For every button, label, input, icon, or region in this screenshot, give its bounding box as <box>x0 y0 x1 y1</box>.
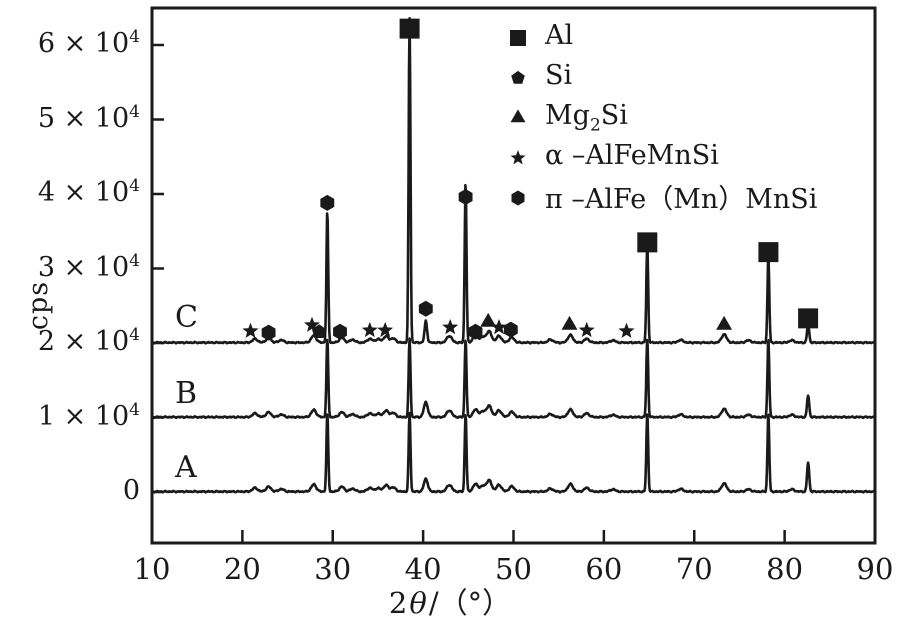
legend-item-si: Si <box>505 58 817 98</box>
phase-marker-hexagon <box>468 323 483 340</box>
si-pentagon-icon <box>511 70 525 84</box>
phase-marker-triangle <box>561 315 578 330</box>
legend-label-mg2si: Mg2Si <box>545 100 628 136</box>
y-tick-label: 2 × 104 <box>37 325 140 357</box>
x-tick-label: 90 <box>856 552 894 586</box>
phase-marker-star <box>304 316 320 332</box>
legend: Al Si Mg2Si α –AlFeMnSi π –AlFe（Mn）MnSi <box>505 18 817 218</box>
xrd-curve-B <box>151 337 876 420</box>
legend-item-pi-alfemnmnsi: π –AlFe（Mn）MnSi <box>505 178 817 218</box>
y-axis-title: cps <box>23 280 55 331</box>
phase-marker-hexagon <box>418 300 433 317</box>
series-label-B: B <box>175 376 198 411</box>
phase-marker-star <box>491 319 507 335</box>
phase-marker-pentagon <box>311 324 327 338</box>
x-tick-label: 30 <box>314 552 352 586</box>
x-tick-label: 50 <box>495 552 532 586</box>
phase-marker-square <box>758 242 779 263</box>
x-tick-label: 80 <box>766 552 804 586</box>
legend-label-pi-alfemnmnsi: π –AlFe（Mn）MnSi <box>545 183 818 215</box>
x-axis-title-number: 2 <box>388 586 408 620</box>
x-tick-label: 10 <box>133 552 171 586</box>
phase-marker-triangle <box>480 312 497 327</box>
phase-marker-hexagon <box>458 189 473 205</box>
phase-marker-hexagon <box>503 321 518 338</box>
y-tick-label: 6 × 104 <box>37 27 140 59</box>
series-label-A: A <box>175 450 197 485</box>
x-axis-title: 2θ/（°） <box>0 580 900 622</box>
y-tick-label: 3 × 104 <box>37 250 140 283</box>
al-square-icon <box>510 30 526 46</box>
phase-marker-triangle <box>716 315 733 330</box>
triangle-glyph <box>510 109 526 123</box>
y-tick-label: 0 <box>122 475 140 506</box>
square-glyph <box>510 30 526 46</box>
xrd-curve-A <box>151 411 876 494</box>
x-axis-title-theta: θ <box>409 586 427 620</box>
xrd-curve-C <box>151 17 876 345</box>
phase-marker-star <box>242 322 259 338</box>
y-tick-label: 4 × 104 <box>37 176 140 208</box>
legend-item-alpha-alfemnsi: α –AlFeMnSi <box>505 138 817 178</box>
y-tick-label: 5 × 104 <box>37 101 140 134</box>
hexagon-glyph <box>511 190 525 206</box>
legend-label-al: Al <box>545 20 574 52</box>
star-glyph <box>510 150 526 165</box>
legend-label-alpha-alfemnsi: α –AlFeMnSi <box>545 140 719 172</box>
phase-marker-star <box>377 321 394 338</box>
legend-item-mg2si: Mg2Si <box>505 98 817 138</box>
y-tick-label: 1 × 104 <box>37 399 140 432</box>
x-tick-label: 70 <box>675 552 713 586</box>
legend-item-al: Al <box>505 18 817 58</box>
x-tick-label: 40 <box>404 552 442 586</box>
phase-marker-hexagon <box>261 324 276 341</box>
phase-marker-square <box>399 18 420 39</box>
phase-marker-square <box>798 308 819 329</box>
legend-label-si: Si <box>545 60 573 92</box>
pentagon-glyph <box>511 70 525 84</box>
phase-marker-star <box>442 319 459 335</box>
series-label-C: C <box>175 300 198 335</box>
x-axis-title-units: /（°） <box>428 586 512 620</box>
phase-marker-hexagon <box>333 323 347 340</box>
mg2si-triangle-icon <box>510 109 526 123</box>
phase-marker-square <box>637 232 658 253</box>
phase-marker-star <box>361 321 378 338</box>
x-tick-label: 20 <box>223 552 261 586</box>
phase-marker-star <box>618 322 635 338</box>
phase-marker-star <box>578 321 595 338</box>
alpha-phase-star-icon <box>510 150 526 165</box>
phase-marker-hexagon <box>320 194 335 211</box>
x-tick-label: 60 <box>585 552 623 586</box>
pi-phase-hexagon-icon <box>511 190 525 206</box>
